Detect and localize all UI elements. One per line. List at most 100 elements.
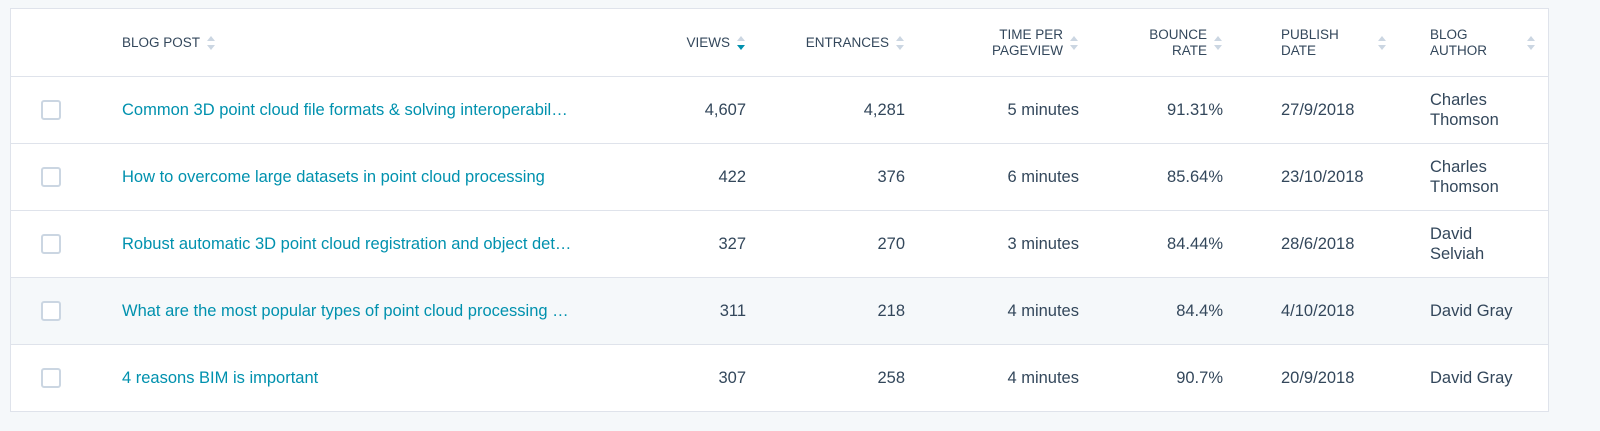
sort-icon — [1527, 35, 1535, 50]
sort-icon — [1214, 35, 1222, 50]
cell-value: 218 — [877, 301, 905, 320]
table-cell: 3 minutes — [905, 235, 1079, 254]
table-cell: 27/9/2018 — [1223, 101, 1430, 120]
table-cell: How to overcome large datasets in point … — [122, 168, 611, 187]
table-cell: Charles Thomson — [1430, 157, 1548, 197]
table-cell: 84.44% — [1079, 235, 1223, 254]
table-row: Robust automatic 3D point cloud registra… — [11, 211, 1548, 278]
column-header[interactable]: PUBLISH DATE — [1223, 27, 1430, 59]
column-label: TIME PER PAGEVIEW — [991, 26, 1063, 58]
table-cell: 4,281 — [746, 101, 905, 120]
table-cell: 6 minutes — [905, 168, 1079, 187]
table-row: 4 reasons BIM is important 307 258 4 minute… — [11, 345, 1548, 412]
checkbox-cell — [11, 234, 122, 254]
cell-value: 376 — [877, 167, 905, 186]
cell-value: 4 minutes — [1007, 301, 1079, 320]
table-cell: 270 — [746, 235, 905, 254]
table-cell: 4 minutes — [905, 302, 1079, 321]
cell-value: 4/10/2018 — [1281, 301, 1355, 320]
cell-value: 5 minutes — [1007, 100, 1079, 119]
column-label: BLOG AUTHOR — [1430, 26, 1487, 58]
row-checkbox[interactable] — [41, 167, 61, 187]
cell-value: 3 minutes — [1007, 234, 1079, 253]
table-cell: 4/10/2018 — [1223, 302, 1430, 321]
table-cell: David Selviah — [1430, 224, 1548, 264]
cell-value: 28/6/2018 — [1281, 234, 1355, 253]
sort-icon — [737, 35, 745, 50]
table-cell: 327 — [611, 235, 746, 254]
post-link[interactable]: Common 3D point cloud file formats & sol… — [122, 100, 568, 119]
cell-value: 6 minutes — [1007, 167, 1079, 186]
sort-icon — [1070, 35, 1078, 50]
table-cell: 85.64% — [1079, 168, 1223, 187]
table-cell: Robust automatic 3D point cloud registra… — [122, 235, 611, 254]
cell-value: 84.4% — [1176, 301, 1223, 320]
column-label: ENTRANCES — [805, 34, 889, 50]
cell-value: 27/9/2018 — [1281, 100, 1355, 119]
table-cell: 5 minutes — [905, 101, 1079, 120]
table-cell: David Gray — [1430, 368, 1548, 388]
table-cell: Charles Thomson — [1430, 90, 1548, 130]
checkbox-cell — [11, 167, 122, 187]
cell-value: 84.44% — [1167, 234, 1223, 253]
cell-value: 4,281 — [863, 100, 905, 119]
table-cell: Common 3D point cloud file formats & sol… — [122, 101, 611, 120]
author-name: David Gray — [1430, 302, 1513, 320]
column-label: PUBLISH DATE — [1281, 26, 1339, 58]
column-header[interactable]: TIME PER PAGEVIEW — [905, 27, 1079, 59]
author-name: David Gray — [1430, 369, 1513, 387]
author-name: David Selviah — [1430, 225, 1485, 263]
table-cell: 218 — [746, 302, 905, 321]
column-header[interactable]: VIEWS — [611, 34, 746, 52]
post-link[interactable]: What are the most popular types of point… — [122, 301, 569, 320]
table-cell: What are the most popular types of point… — [122, 302, 611, 321]
table-row: Common 3D point cloud file formats & sol… — [11, 77, 1548, 144]
table-cell: 23/10/2018 — [1223, 168, 1430, 187]
row-checkbox[interactable] — [41, 100, 61, 120]
row-checkbox[interactable] — [41, 301, 61, 321]
column-header[interactable]: BLOG POST — [122, 34, 611, 52]
author-name: Charles Thomson — [1430, 158, 1499, 196]
table-cell: 20/9/2018 — [1223, 369, 1430, 388]
post-link[interactable]: How to overcome large datasets in point … — [122, 167, 545, 186]
row-checkbox[interactable] — [41, 234, 61, 254]
checkbox-cell — [11, 301, 122, 321]
table-cell: 84.4% — [1079, 302, 1223, 321]
sort-icon — [207, 35, 216, 50]
cell-value: 307 — [718, 368, 746, 387]
row-checkbox[interactable] — [41, 368, 61, 388]
cell-value: 20/9/2018 — [1281, 368, 1355, 387]
table-cell: 4 minutes — [905, 369, 1079, 388]
sort-icon — [1378, 35, 1386, 50]
cell-value: 4,607 — [704, 100, 746, 119]
checkbox-cell — [11, 100, 122, 120]
post-link[interactable]: 4 reasons BIM is important — [122, 368, 319, 387]
cell-value: 85.64% — [1167, 167, 1223, 186]
table-cell: 376 — [746, 168, 905, 187]
column-header[interactable]: BLOG AUTHOR — [1430, 27, 1548, 59]
table-cell: 28/6/2018 — [1223, 235, 1430, 254]
cell-value: 4 minutes — [1007, 368, 1079, 387]
column-header[interactable]: BOUNCE RATE — [1079, 27, 1223, 59]
table-cell: 258 — [746, 369, 905, 388]
cell-value: 91.31% — [1167, 100, 1223, 119]
table-cell: 4 reasons BIM is important — [122, 369, 611, 388]
column-label: VIEWS — [686, 34, 730, 50]
post-link[interactable]: Robust automatic 3D point cloud registra… — [122, 234, 572, 253]
cell-value: 422 — [718, 167, 746, 186]
table-cell: 311 — [611, 302, 746, 321]
cell-value: 311 — [719, 301, 746, 320]
cell-value: 23/10/2018 — [1281, 167, 1364, 186]
table-row: What are the most popular types of point… — [11, 278, 1548, 345]
table-cell: 422 — [611, 168, 746, 187]
column-header[interactable]: ENTRANCES — [746, 34, 905, 52]
table-row: How to overcome large datasets in point … — [11, 144, 1548, 211]
checkbox-cell — [11, 368, 122, 388]
cell-value: 258 — [877, 368, 905, 387]
table-cell: 90.7% — [1079, 369, 1223, 388]
column-label: BLOG POST — [122, 34, 201, 50]
table-cell: David Gray — [1430, 301, 1548, 321]
header-row: BLOG POST VIEWS ENTRANCES TIME PER PAGEVIEW… — [11, 9, 1548, 77]
author-name: Charles Thomson — [1430, 91, 1499, 129]
table-cell: 4,607 — [611, 101, 746, 120]
